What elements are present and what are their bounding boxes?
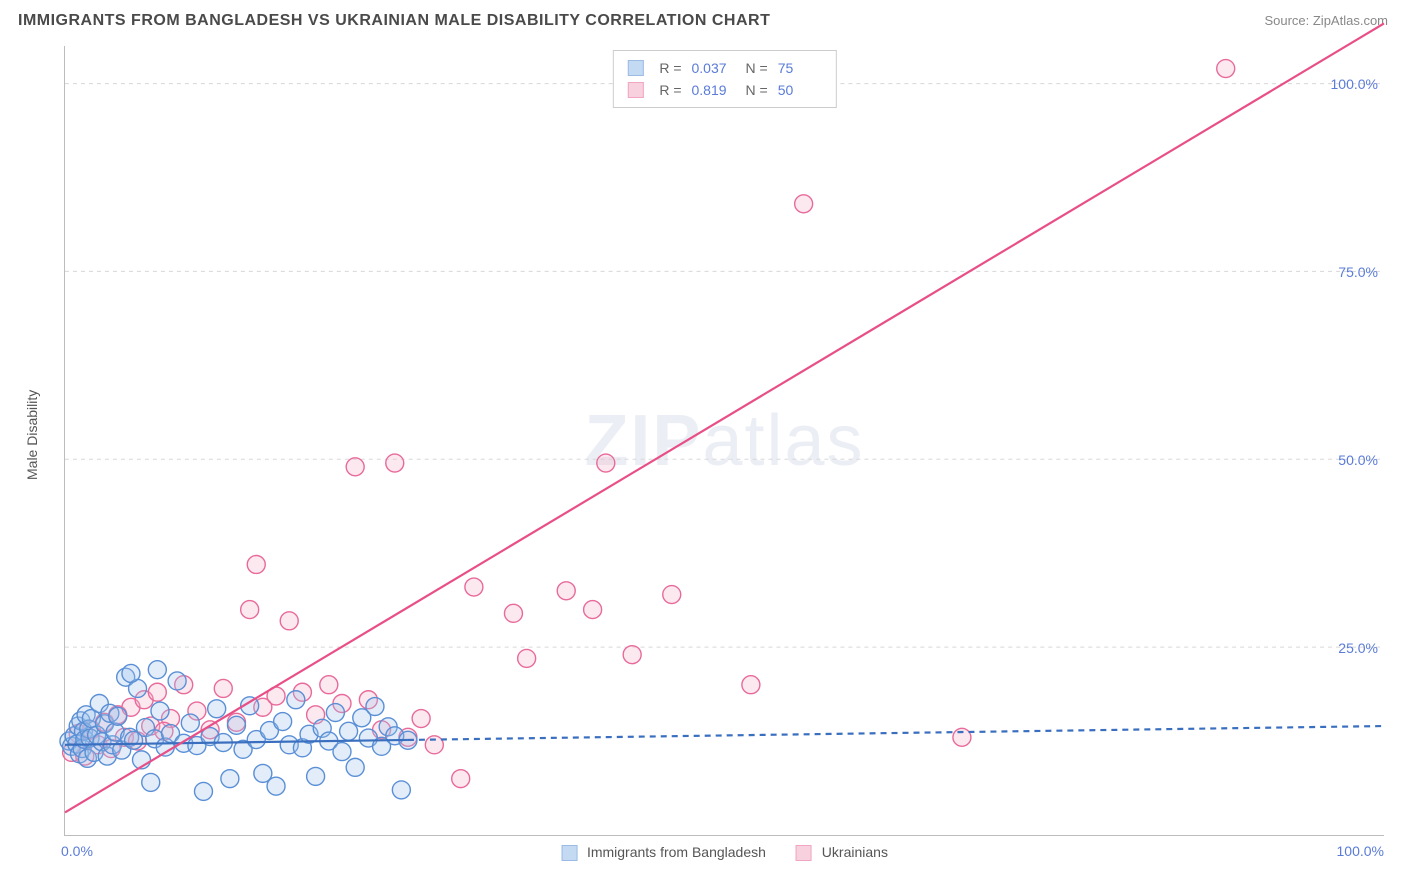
legend-swatch-blue-2 — [561, 845, 577, 861]
x-legend-label-1: Immigrants from Bangladesh — [587, 844, 766, 860]
chart-svg — [65, 46, 1384, 835]
r-label: R = — [659, 57, 681, 79]
y-tick-label: 25.0% — [1338, 640, 1378, 656]
r-label-2: R = — [659, 79, 681, 101]
n-label: N = — [746, 57, 768, 79]
x-tick-right: 100.0% — [1337, 843, 1384, 859]
y-tick-label: 50.0% — [1338, 452, 1378, 468]
correlation-legend: R = 0.037 N = 75 R = 0.819 N = 50 — [612, 50, 836, 108]
legend-row-series-1: R = 0.037 N = 75 — [627, 57, 821, 79]
n-value-1: 75 — [778, 57, 822, 79]
x-tick-left: 0.0% — [61, 843, 93, 859]
legend-swatch-pink — [627, 82, 643, 98]
x-legend-label-2: Ukrainians — [822, 844, 888, 860]
n-value-2: 50 — [778, 79, 822, 101]
plot-area: ZIPatlas R = 0.037 N = 75 R = 0.819 N = … — [64, 46, 1384, 836]
chart-title: IMMIGRANTS FROM BANGLADESH VS UKRAINIAN … — [18, 12, 770, 30]
y-tick-label: 100.0% — [1331, 76, 1378, 92]
x-legend-item-1: Immigrants from Bangladesh — [561, 844, 766, 861]
legend-swatch-pink-2 — [796, 845, 812, 861]
legend-row-series-2: R = 0.819 N = 50 — [627, 79, 821, 101]
source-attribution: Source: ZipAtlas.com — [1264, 13, 1388, 28]
legend-swatch-blue — [627, 60, 643, 76]
x-axis-legend: Immigrants from Bangladesh Ukrainians — [561, 844, 888, 861]
n-label-2: N = — [746, 79, 768, 101]
y-tick-label: 75.0% — [1338, 264, 1378, 280]
y-axis-label: Male Disability — [24, 390, 40, 480]
r-value-2: 0.819 — [692, 79, 736, 101]
r-value-1: 0.037 — [692, 57, 736, 79]
chart-header: IMMIGRANTS FROM BANGLADESH VS UKRAINIAN … — [18, 12, 1388, 30]
x-legend-item-2: Ukrainians — [796, 844, 888, 861]
